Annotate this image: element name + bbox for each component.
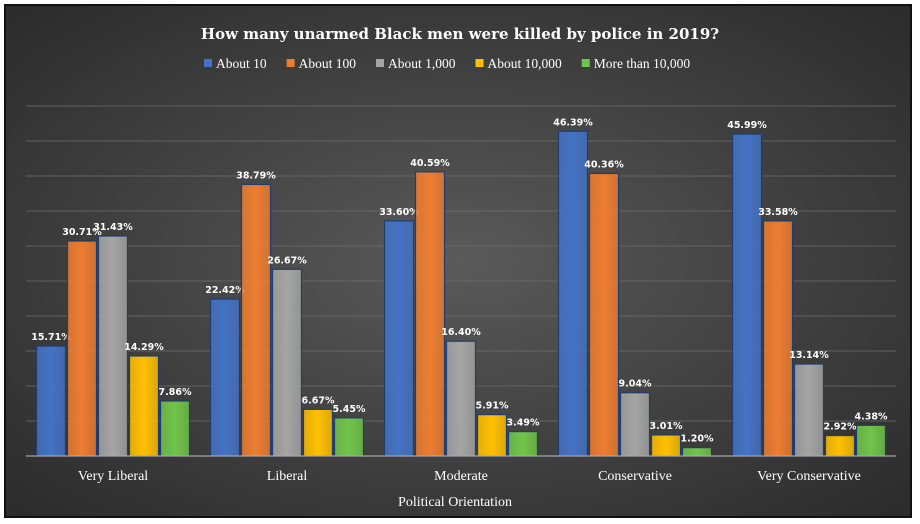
bar-very-conservative-more-than-10-000 (855, 424, 887, 457)
data-label-moderate-about-100: 40.59% (410, 158, 450, 169)
bar-liberal-about-10 (209, 298, 241, 457)
data-label-conservative-about-1-000: 9.04% (619, 379, 652, 390)
bar-moderate-about-10 (383, 220, 415, 457)
data-label-very-liberal-about-100: 30.71% (62, 227, 102, 238)
data-label-liberal-about-1-000: 26.67% (267, 255, 307, 266)
data-label-very-conservative-about-100: 33.58% (758, 207, 798, 218)
legend-label-about-100: About 100 (299, 56, 357, 71)
bar-liberal-more-than-10-000 (333, 417, 365, 457)
legend-label-about-10-000: About 10,000 (488, 56, 563, 71)
legend-swatch-more-than-10-000 (581, 59, 590, 67)
category-label-conservative: Conservative (598, 469, 672, 484)
category-label-moderate: Moderate (434, 469, 488, 484)
bar-chart: How many unarmed Black men were killed b… (26, 25, 896, 510)
data-label-very-liberal-about-10: 15.71% (31, 332, 71, 343)
data-label-liberal-about-10-000: 6.67% (302, 395, 335, 406)
legend-label-about-1-000: About 1,000 (388, 56, 456, 71)
bar-conservative-more-than-10-000 (681, 447, 713, 457)
bar-very-liberal-more-than-10-000 (159, 400, 191, 457)
data-label-moderate-about-10: 33.60% (379, 207, 419, 218)
bar-moderate-about-1-000 (445, 340, 477, 457)
data-label-conservative-about-100: 40.36% (584, 159, 624, 170)
bar-liberal-about-1-000 (271, 268, 303, 457)
gridlines (26, 105, 896, 422)
data-label-conservative-more-than-10-000: 1.20% (681, 434, 714, 445)
bar-conservative-about-100 (588, 172, 620, 457)
data-label-moderate-about-10-000: 5.91% (476, 401, 509, 412)
bar-conservative-about-10 (557, 130, 589, 457)
data-label-liberal-about-10: 22.42% (205, 285, 245, 296)
data-label-very-liberal-about-1-000: 31.43% (93, 222, 133, 233)
data-label-very-conservative-about-10: 45.99% (727, 120, 767, 131)
category-label-very-conservative: Very Conservative (757, 469, 861, 484)
data-label-very-liberal-about-10-000: 14.29% (124, 342, 164, 353)
legend-label-about-10: About 10 (216, 56, 267, 71)
bar-very-conservative-about-100 (762, 220, 794, 457)
bar-conservative-about-10-000 (650, 434, 682, 457)
legend-swatch-about-10 (204, 59, 212, 67)
data-label-very-conservative-about-10-000: 2.92% (824, 422, 857, 433)
chart-title: How many unarmed Black men were killed b… (201, 25, 719, 43)
legend-swatch-about-100 (286, 59, 295, 67)
data-label-moderate-more-than-10-000: 3.49% (507, 418, 540, 429)
category-label-liberal: Liberal (267, 469, 308, 484)
data-label-liberal-more-than-10-000: 5.45% (333, 404, 366, 415)
data-label-conservative-about-10-000: 3.01% (650, 421, 683, 432)
bar-moderate-more-than-10-000 (507, 430, 539, 457)
legend-label-more-than-10-000: More than 10,000 (594, 56, 691, 71)
data-label-liberal-about-100: 38.79% (236, 170, 276, 181)
data-label-very-conservative-more-than-10-000: 4.38% (855, 411, 888, 422)
bar-very-conservative-about-1-000 (793, 363, 825, 457)
data-label-very-conservative-about-1-000: 13.14% (789, 350, 829, 361)
bar-conservative-about-1-000 (619, 392, 651, 457)
bar-very-liberal-about-10-000 (128, 355, 160, 457)
bar-liberal-about-10-000 (302, 408, 334, 457)
bar-liberal-about-100 (240, 183, 272, 457)
data-label-conservative-about-10: 46.39% (553, 117, 593, 128)
bar-moderate-about-100 (414, 171, 446, 457)
bar-very-conservative-about-10-000 (824, 434, 856, 457)
bar-very-conservative-about-10 (731, 133, 763, 457)
chart-frame: How many unarmed Black men were killed b… (4, 4, 912, 518)
bar-very-liberal-about-10 (35, 345, 67, 457)
category-labels: Very Liberal Liberal Moderate Conservative V… (78, 469, 861, 484)
x-axis-title: Political Orientation (398, 495, 512, 510)
bar-very-liberal-about-1-000 (97, 235, 129, 457)
bars: 15.71% 30.71%31.43% 14.29% 7.86% 22.42% 38.79… (31, 117, 888, 457)
data-label-moderate-about-1-000: 16.40% (441, 327, 481, 338)
bar-moderate-about-10-000 (476, 414, 508, 457)
legend: About 10 About 100 About 1,000 About 10,000… (204, 56, 690, 71)
legend-swatch-about-10-000 (475, 59, 484, 67)
category-label-very-liberal: Very Liberal (78, 469, 148, 484)
data-label-very-liberal-more-than-10-000: 7.86% (159, 387, 192, 398)
legend-swatch-about-1-000 (376, 59, 384, 67)
bar-very-liberal-about-100 (66, 240, 98, 457)
